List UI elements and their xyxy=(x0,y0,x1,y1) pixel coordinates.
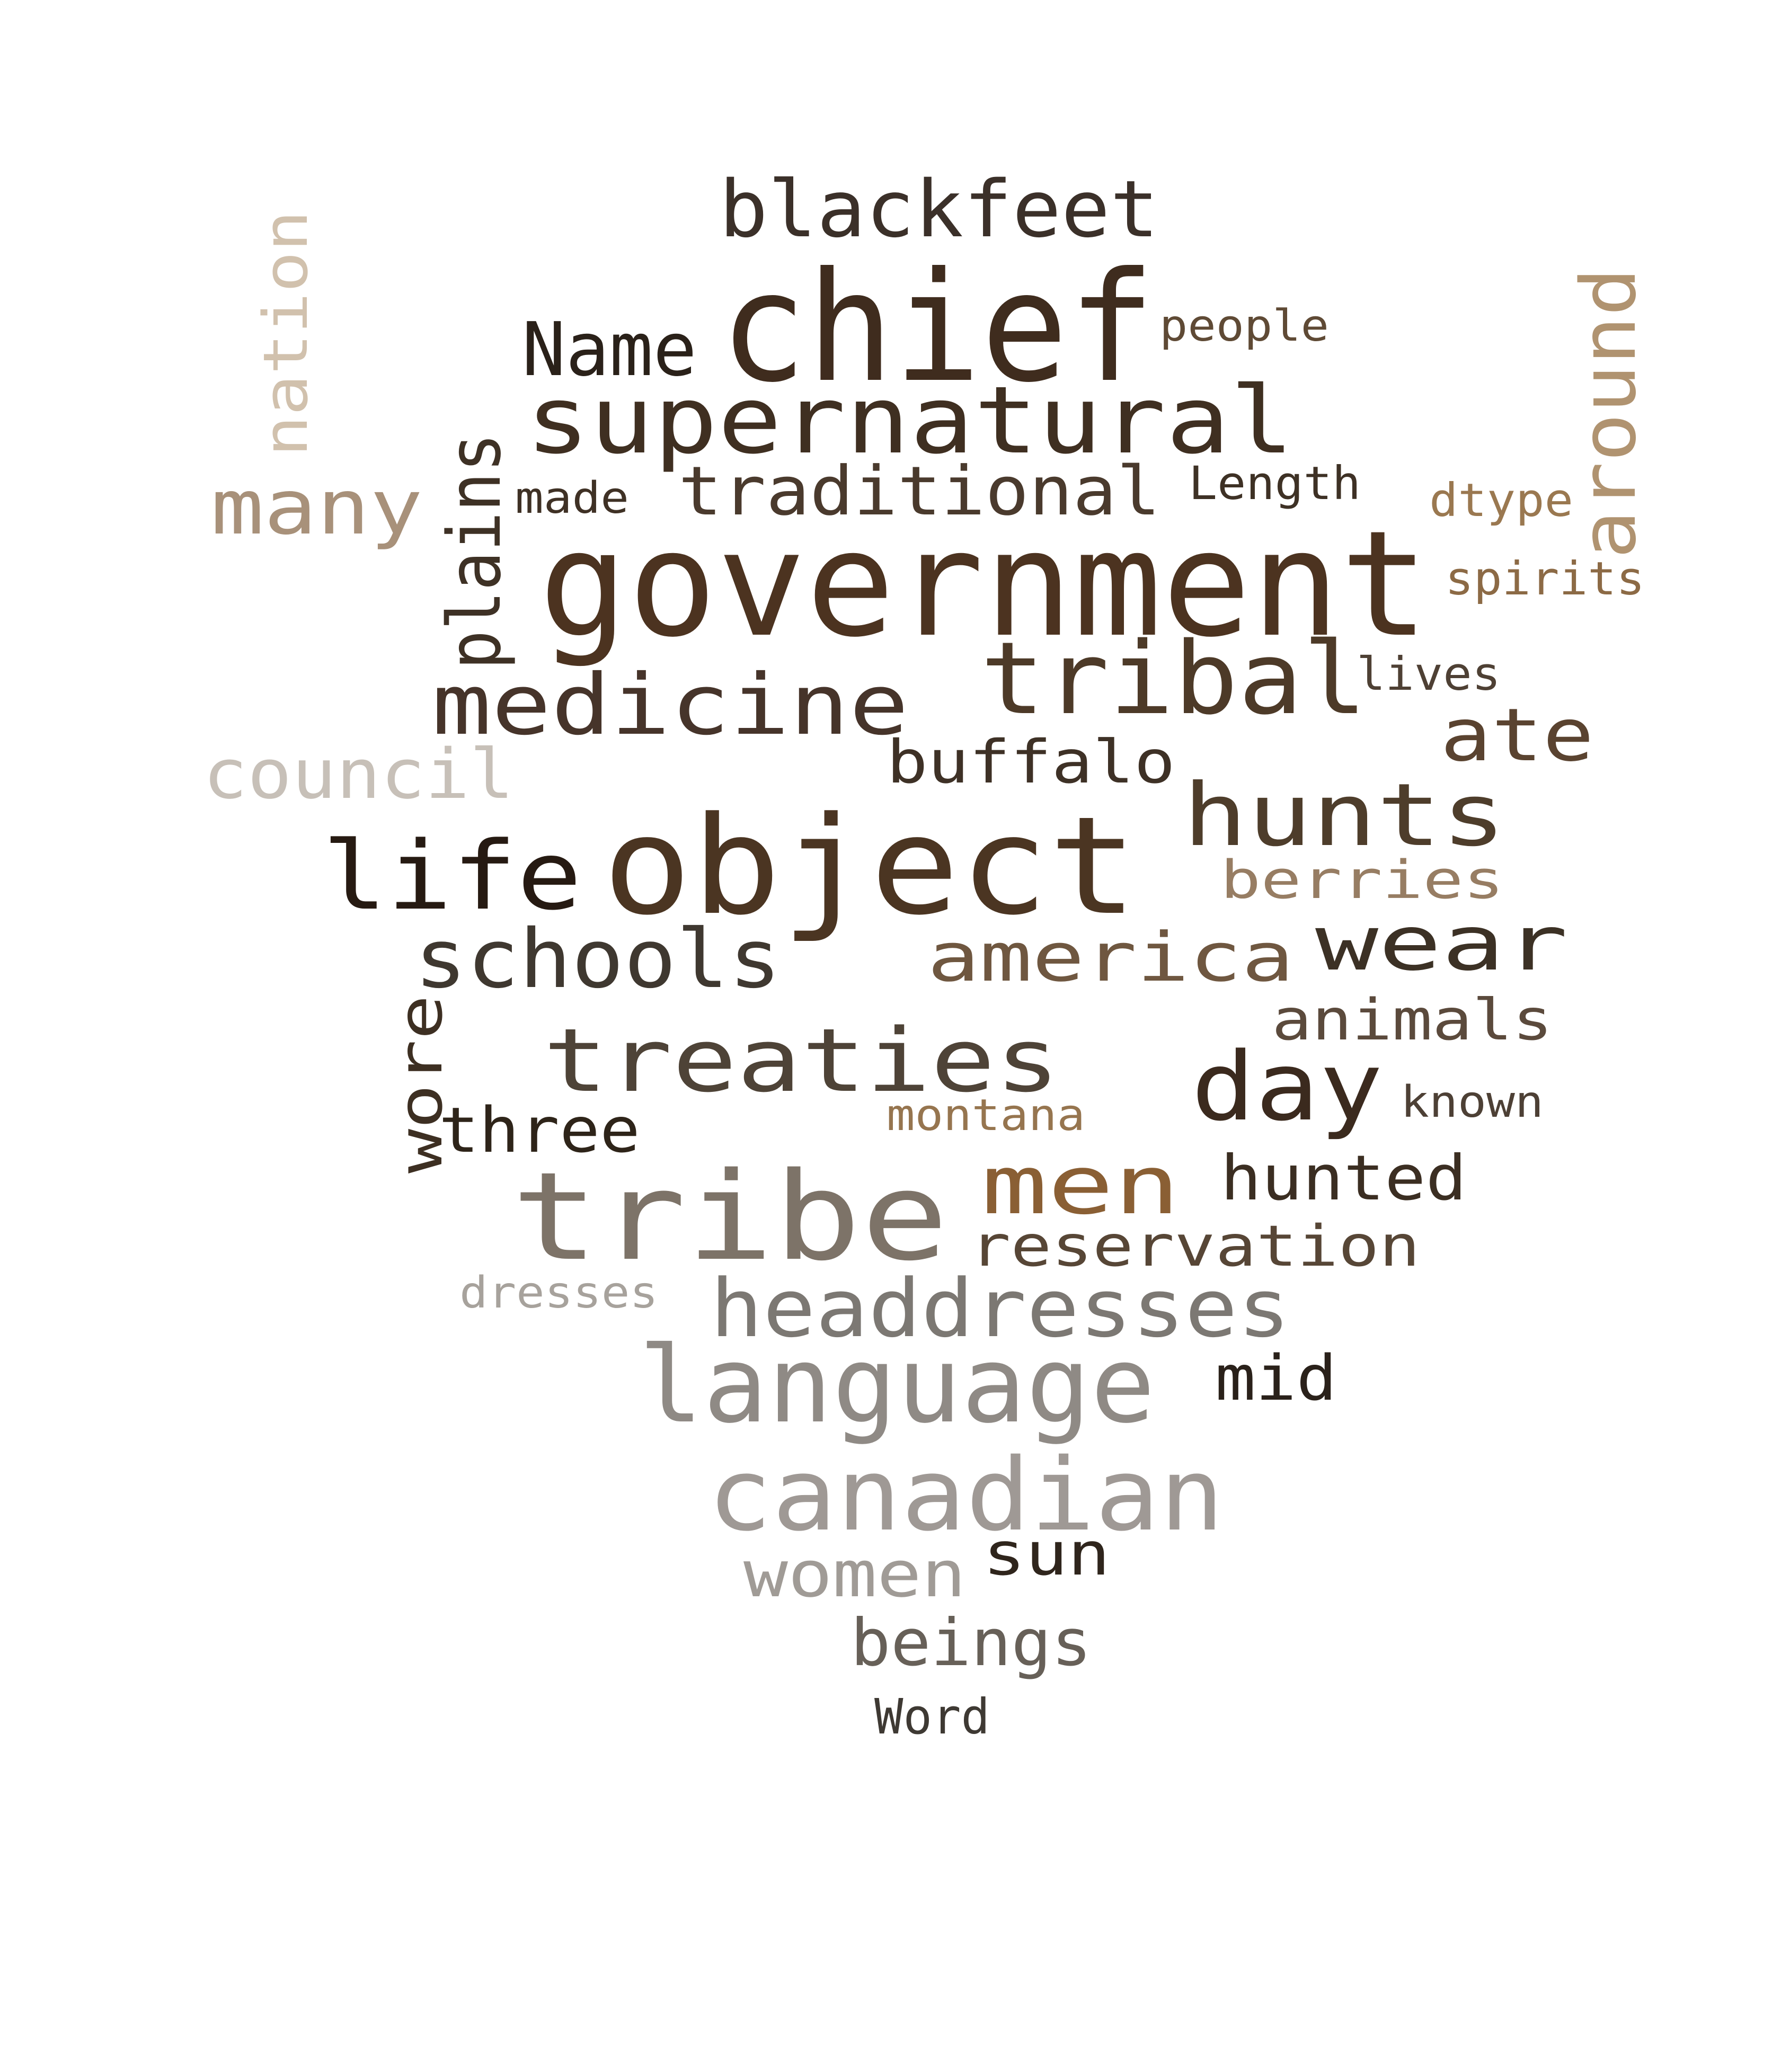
word-reservation: reservation xyxy=(970,1214,1420,1279)
word-lives: lives xyxy=(1357,648,1501,701)
word-word: Word xyxy=(874,1688,990,1745)
word-object: object xyxy=(603,788,1138,945)
word-around: around xyxy=(1564,268,1653,559)
word-nation: nation xyxy=(251,210,322,457)
word-day: day xyxy=(1191,1032,1383,1142)
word-beings: beings xyxy=(850,1605,1092,1680)
word-wear: wear xyxy=(1315,899,1569,988)
word-chief: chief xyxy=(720,240,1155,416)
word-medicine: medicine xyxy=(432,656,909,754)
word-treaties: treaties xyxy=(543,1010,1060,1111)
word-buffalo: buffalo xyxy=(887,728,1176,797)
word-made: made xyxy=(515,473,629,523)
word-hunts: hunts xyxy=(1183,766,1506,866)
word-men: men xyxy=(981,1139,1180,1233)
word-montana: montana xyxy=(887,1090,1085,1141)
word-council: council xyxy=(203,734,514,814)
word-name: Name xyxy=(522,306,697,393)
word-mid: mid xyxy=(1215,1342,1337,1415)
word-plains: plains xyxy=(432,433,517,670)
word-supernatural: supernatural xyxy=(526,367,1294,475)
word-schools: schools xyxy=(414,912,781,1007)
word-dtype: dtype xyxy=(1429,474,1573,527)
word-sun: sun xyxy=(983,1520,1111,1589)
word-dresses: dresses xyxy=(459,1268,658,1318)
word-blackfeet: blackfeet xyxy=(719,164,1159,255)
word-headdresses: headdresses xyxy=(710,1262,1290,1355)
word-tribal: tribal xyxy=(980,620,1368,737)
word-many: many xyxy=(211,463,423,552)
word-ate: ate xyxy=(1440,693,1594,778)
word-tribe: tribe xyxy=(511,1146,949,1288)
word-traditional: traditional xyxy=(678,452,1160,531)
word-canadian: canadian xyxy=(707,1437,1224,1553)
word-hunted: hunted xyxy=(1220,1142,1467,1214)
word-people: people xyxy=(1159,301,1330,351)
word-length: Length xyxy=(1189,457,1361,510)
word-language: language xyxy=(639,1323,1156,1446)
word-three: three xyxy=(439,1094,640,1167)
word-animals: animals xyxy=(1272,988,1553,1053)
word-women: women xyxy=(743,1537,966,1612)
word-life: life xyxy=(322,821,582,931)
word-known: known xyxy=(1401,1077,1544,1127)
word-wore: wore xyxy=(385,994,456,1173)
word-america: america xyxy=(927,919,1294,997)
word-spirits: spirits xyxy=(1445,553,1645,606)
word-berries: berries xyxy=(1220,850,1504,911)
word-government: government xyxy=(539,499,1429,669)
